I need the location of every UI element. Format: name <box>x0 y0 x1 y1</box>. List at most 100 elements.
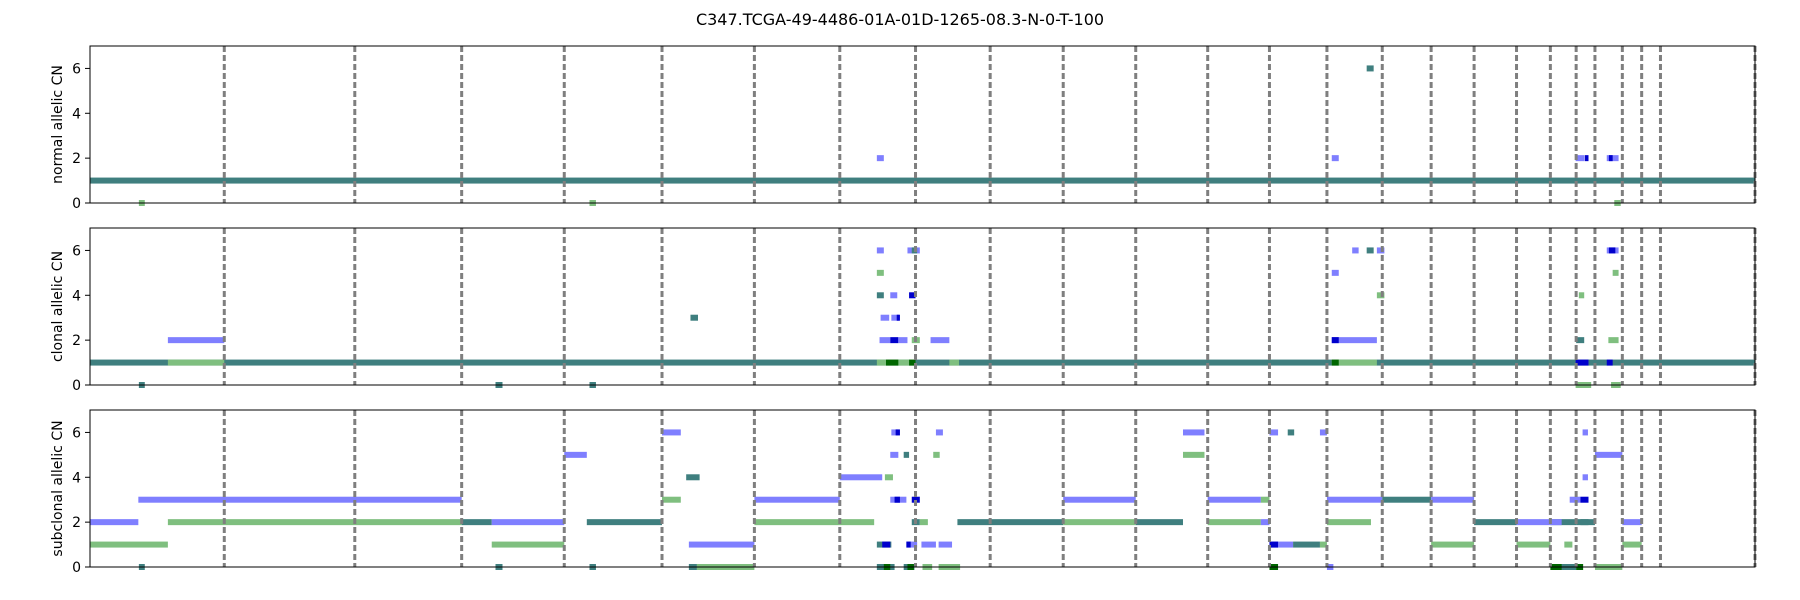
plot-area <box>90 46 1755 203</box>
plot-area <box>90 410 1755 567</box>
cn-segment <box>90 519 139 526</box>
y-tick-label: 6 <box>72 61 81 77</box>
cn-segment <box>876 292 884 299</box>
cn-segment <box>1326 496 1383 503</box>
cn-segment <box>1269 429 1279 436</box>
y-tick-label: 2 <box>72 333 81 349</box>
cn-segment <box>1622 519 1642 526</box>
cn-segment <box>1366 247 1374 254</box>
y-tick-label: 2 <box>72 515 81 531</box>
y-tick-label: 6 <box>72 243 81 259</box>
plot-area <box>90 228 1755 385</box>
cn-segment <box>896 314 900 321</box>
cn-segment <box>586 519 663 526</box>
cn-segment <box>880 314 890 321</box>
cn-segment <box>167 337 225 344</box>
cn-segment <box>1550 519 1562 526</box>
cn-segment <box>1612 269 1619 276</box>
cn-segment <box>90 541 168 548</box>
cn-segment <box>876 269 884 276</box>
cn-segment <box>1578 292 1585 299</box>
cn-segment <box>461 519 492 526</box>
axes-frame <box>89 409 1756 568</box>
cn-segment <box>1608 247 1616 254</box>
cn-segment <box>898 337 908 344</box>
y-axis-label: normal allelic CN <box>50 65 66 184</box>
cn-segment <box>1331 359 1377 366</box>
cn-segment <box>894 496 900 503</box>
cn-segment <box>919 519 928 526</box>
cn-segment <box>1331 337 1339 344</box>
cn-segment <box>935 429 943 436</box>
cn-segment <box>1569 496 1581 503</box>
cn-segment <box>1594 451 1623 458</box>
cn-segment <box>1576 519 1595 526</box>
cn-segment <box>1182 429 1205 436</box>
cn-segment <box>1516 541 1551 548</box>
cn-segment <box>891 314 899 321</box>
cn-segment <box>876 155 884 162</box>
cn-segment <box>1366 65 1374 72</box>
cn-segment <box>1269 541 1294 548</box>
cn-segment <box>1063 496 1136 503</box>
cn-segment <box>876 247 884 254</box>
cn-segment <box>1260 496 1270 503</box>
cn-segment <box>167 359 225 366</box>
cn-segment <box>1331 337 1377 344</box>
cn-segment <box>1207 496 1261 503</box>
cn-segment <box>138 496 462 503</box>
cn-segment <box>891 429 899 436</box>
cn-segment <box>930 337 950 344</box>
cn-segment <box>921 541 936 548</box>
cn-segment <box>1622 541 1642 548</box>
cn-segment <box>1550 519 1577 526</box>
cn-segment <box>1582 429 1588 436</box>
figure-title: C347.TCGA-49-4486-01A-01D-1265-08.3-N-0-… <box>696 10 1104 29</box>
y-tick-label: 6 <box>72 425 81 441</box>
cn-segment <box>1352 247 1359 254</box>
cn-segment <box>885 359 899 366</box>
cn-segment <box>1582 474 1588 481</box>
cn-segment <box>754 519 875 526</box>
panel-clonal-allelic-cn: 0 2 4 6 clonal allelic CN <box>50 227 1757 394</box>
cn-segment <box>890 451 899 458</box>
cn-segment <box>1063 519 1136 526</box>
cn-segment <box>1584 155 1589 162</box>
cn-segment <box>1326 519 1371 526</box>
cn-segment <box>1474 519 1517 526</box>
cn-segment <box>1331 155 1339 162</box>
y-tick-label: 0 <box>72 560 81 576</box>
cn-segment <box>1431 496 1475 503</box>
cn-segment <box>882 541 891 548</box>
cn-segment <box>949 359 960 366</box>
cn-segment <box>1182 451 1205 458</box>
cn-segment <box>1516 519 1551 526</box>
cn-segment <box>491 519 565 526</box>
y-tick-label: 4 <box>72 470 81 486</box>
cn-segment <box>909 359 916 366</box>
cn-segment <box>1293 541 1320 548</box>
cn-segment <box>1319 429 1327 436</box>
axes-frame <box>89 227 1756 386</box>
cn-segment <box>1608 155 1613 162</box>
cn-segment <box>1287 429 1295 436</box>
cn-segment <box>890 337 899 344</box>
cn-segment <box>903 451 910 458</box>
cn-segment <box>1575 155 1585 162</box>
cn-segment <box>906 541 911 548</box>
cn-segment <box>1331 269 1339 276</box>
cn-segment <box>1376 292 1385 299</box>
y-tick-label: 4 <box>72 288 81 304</box>
cn-segment <box>879 337 891 344</box>
cn-segment <box>662 496 681 503</box>
cn-segment <box>564 451 587 458</box>
cn-segment <box>839 474 883 481</box>
cn-segment <box>688 541 755 548</box>
cn-segment <box>686 474 700 481</box>
cn-segment <box>1207 519 1261 526</box>
cn-segment <box>911 496 920 503</box>
cn-segment <box>1382 496 1432 503</box>
cn-segment <box>90 177 1755 184</box>
y-tick-label: 2 <box>72 151 81 167</box>
